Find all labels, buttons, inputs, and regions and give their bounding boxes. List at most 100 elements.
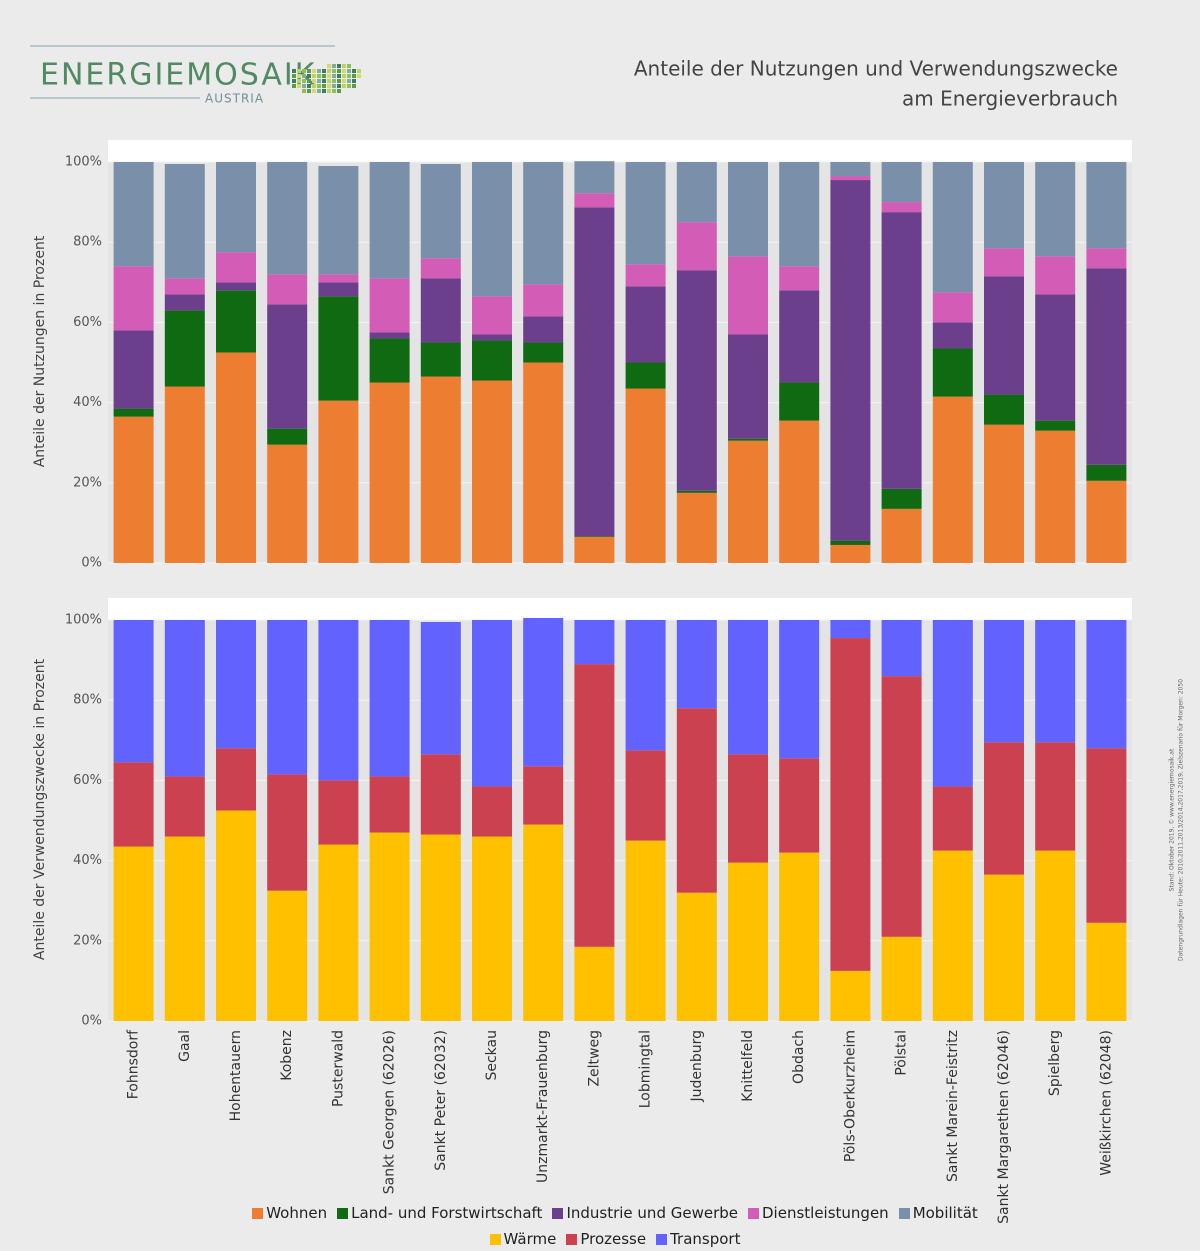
x-tick-label: Pölstal xyxy=(894,1030,910,1076)
logo-tile xyxy=(297,79,301,83)
bar-segment xyxy=(523,316,564,343)
bar-segment xyxy=(728,620,768,755)
x-tick-label: Lobmingtal xyxy=(638,1030,654,1108)
logo-tile xyxy=(297,69,301,73)
bar-segment xyxy=(625,362,666,389)
x-tick-label: Pusterwald xyxy=(330,1030,346,1107)
bar-segment xyxy=(1086,162,1127,249)
logo-tile xyxy=(337,64,341,68)
logo-tile xyxy=(327,64,331,68)
bar-segment xyxy=(369,338,410,383)
legend-item[interactable]: Mobilität xyxy=(896,1204,980,1222)
logo-tile xyxy=(322,89,326,93)
bar-segment xyxy=(472,786,512,837)
logo-tile xyxy=(312,89,316,93)
logo-tile xyxy=(347,79,351,83)
plot-top xyxy=(108,598,1132,620)
bar-segment xyxy=(472,380,512,563)
bar-segment xyxy=(728,440,768,563)
logo-tile xyxy=(302,84,306,88)
legend-label: Wärme xyxy=(503,1230,557,1248)
bar-segment xyxy=(164,294,205,311)
bar-segment xyxy=(420,834,461,1021)
logo-tile xyxy=(312,79,316,83)
bar-segment xyxy=(1035,850,1076,1021)
bar-segment xyxy=(420,376,461,563)
bar-segment xyxy=(420,342,461,377)
bar-segment xyxy=(779,290,820,383)
x-tick-label: Sankt Marein-Feistritz xyxy=(945,1030,961,1182)
bar-segment xyxy=(625,264,666,287)
bar-segment xyxy=(420,754,461,835)
y-tick-label: 20% xyxy=(73,933,102,948)
bar-segment xyxy=(574,207,615,537)
bar-segment xyxy=(318,400,359,563)
bar-segment xyxy=(472,334,512,341)
bar-segment xyxy=(267,774,308,891)
y-tick-label: 20% xyxy=(73,475,102,490)
logo-tile xyxy=(292,69,296,73)
bar-segment xyxy=(216,620,256,749)
logo-tile xyxy=(317,89,321,93)
logo-tile xyxy=(337,74,341,78)
bar-segment xyxy=(830,638,871,971)
bar-segment xyxy=(625,840,666,1021)
bar-segment xyxy=(164,310,205,387)
bar-segment xyxy=(113,620,154,763)
x-tick-label: Seckau xyxy=(484,1030,500,1081)
bar-segment xyxy=(113,266,154,331)
bar-segment xyxy=(1086,922,1127,1021)
x-tick-label: Kobenz xyxy=(279,1030,295,1081)
chart-title: Anteile der Nutzungen und Verwendungszwe… xyxy=(634,57,1118,81)
bar-segment xyxy=(574,161,615,194)
bar-segment xyxy=(779,758,820,853)
legend-item[interactable]: Wärme xyxy=(487,1230,559,1248)
bar-segment xyxy=(932,620,973,787)
bar-segment xyxy=(318,274,359,283)
bar-segment xyxy=(472,162,512,297)
bar-segment xyxy=(267,890,308,1021)
legend-item[interactable]: Transport xyxy=(654,1230,743,1248)
legend: Wärme Prozesse Transport xyxy=(0,1230,1200,1248)
bar-segment xyxy=(932,292,973,323)
bar-segment xyxy=(574,664,615,947)
bar-segment xyxy=(984,394,1024,425)
logo-tile xyxy=(332,74,336,78)
bar-segment xyxy=(1035,294,1076,421)
bar-segment xyxy=(574,536,615,563)
x-tick-label: Obdach xyxy=(791,1030,807,1084)
logo-tile xyxy=(337,69,341,73)
bar-segment xyxy=(1035,256,1076,295)
bar-segment xyxy=(728,862,768,1021)
logo-tile xyxy=(302,89,306,93)
legend-item[interactable]: Wohnen xyxy=(250,1204,330,1222)
y-tick-label: 100% xyxy=(65,613,102,628)
bar-segment xyxy=(676,492,717,563)
bar-segment xyxy=(676,162,717,223)
legend-swatch xyxy=(552,1207,564,1219)
bar-segment xyxy=(625,162,666,265)
bar-segment xyxy=(625,620,666,751)
bar-segment xyxy=(216,352,256,563)
legend-item[interactable]: Dienstleistungen xyxy=(746,1204,891,1222)
legend-swatch xyxy=(252,1207,264,1219)
bar-segment xyxy=(1086,620,1127,749)
bar-segment xyxy=(932,322,973,349)
bar-segment xyxy=(523,362,564,563)
logo-tile xyxy=(337,79,341,83)
bar-segment xyxy=(523,824,564,1021)
bar-segment xyxy=(830,176,871,181)
bar-segment xyxy=(267,620,308,775)
logo-tile xyxy=(322,69,326,73)
x-tick-label: Sankt Georgen (62026) xyxy=(382,1030,398,1194)
x-tick-label: Sankt Peter (62032) xyxy=(433,1030,449,1171)
logo-tile xyxy=(352,74,356,78)
logo-tile xyxy=(307,69,311,73)
legend-item[interactable]: Industrie und Gewerbe xyxy=(550,1204,740,1222)
legend-item[interactable]: Prozesse xyxy=(564,1230,649,1248)
bar-segment xyxy=(523,162,564,285)
bar-segment xyxy=(1086,248,1127,269)
legend-item[interactable]: Land- und Forstwirtschaft xyxy=(335,1204,545,1222)
bar-segment xyxy=(1035,162,1076,257)
